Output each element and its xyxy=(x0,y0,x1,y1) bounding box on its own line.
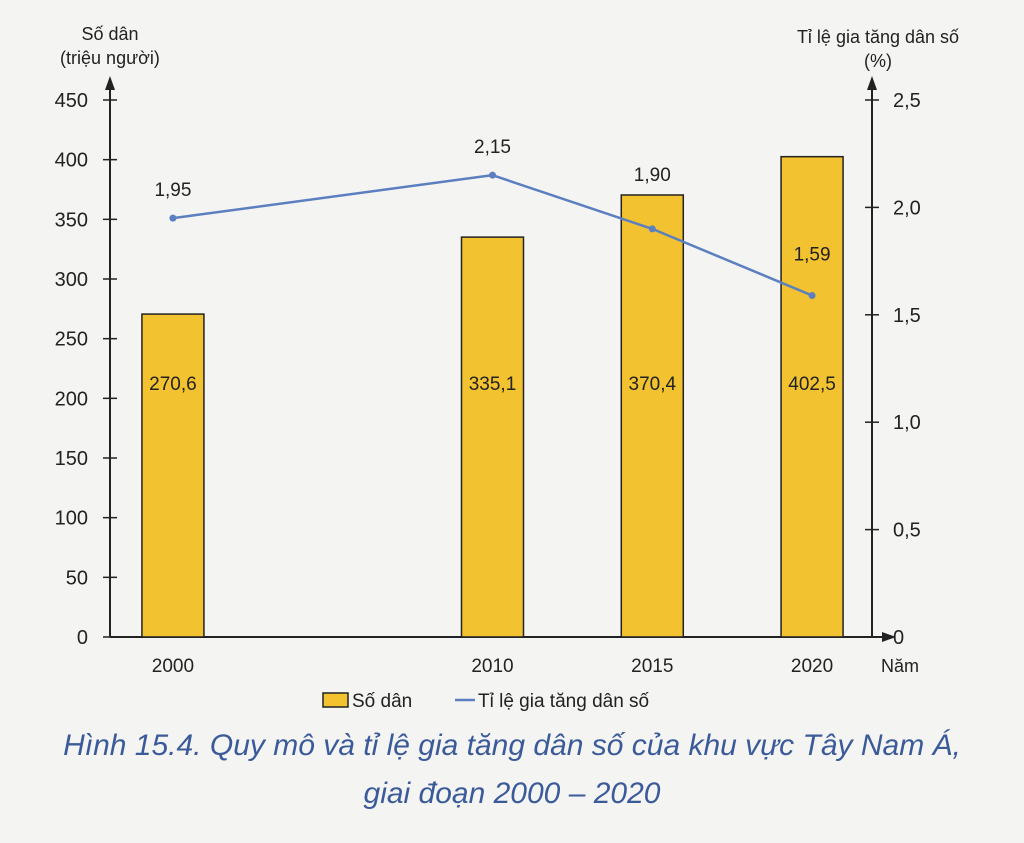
growth-rate-label: 1,95 xyxy=(154,180,191,201)
left-tick-label: 200 xyxy=(55,388,88,410)
growth-rate-point xyxy=(169,214,177,222)
population-bar-label: 335,1 xyxy=(469,374,517,395)
right-tick-label: 1,5 xyxy=(893,305,921,327)
growth-rate-label: 1,90 xyxy=(634,165,671,186)
right-tick-label: 0 xyxy=(893,627,904,649)
caption-line-1: Hình 15.4. Quy mô và tỉ lệ gia tăng dân … xyxy=(63,729,961,762)
x-tick-label: 2000 xyxy=(152,656,194,677)
population-bar xyxy=(141,313,205,638)
x-tick-label: 2010 xyxy=(471,656,513,677)
growth-rate-line xyxy=(172,173,813,297)
x-axis-title: Năm xyxy=(881,656,919,676)
growth-rate-label: 2,15 xyxy=(474,137,511,158)
right-tick-label: 2,5 xyxy=(893,90,921,112)
right-axis-arrow xyxy=(867,76,877,90)
x-tick-label: 2020 xyxy=(791,656,833,677)
left-tick-label: 400 xyxy=(55,150,88,172)
left-tick-label: 450 xyxy=(55,90,88,112)
left-tick-label: 300 xyxy=(55,269,88,291)
x-tick-label: 2015 xyxy=(631,656,673,677)
left-tick-label: 50 xyxy=(66,567,88,589)
left-tick-label: 100 xyxy=(55,508,88,530)
bars: 270,6 335,1 370,4 402,5 xyxy=(141,155,844,638)
legend: Số dân Tỉ lệ gia tăng dân số xyxy=(322,691,650,712)
right-axis-title-line2: (%) xyxy=(864,51,892,71)
left-axis-ticks: 0 50 100 150 200 250 300 350 400 450 xyxy=(55,90,117,649)
population-bar-label: 270,6 xyxy=(149,374,197,395)
population-bar xyxy=(780,155,844,638)
right-axis-title-line1: Tỉ lệ gia tăng dân số xyxy=(797,27,959,47)
caption-line-2: giai đoạn 2000 – 2020 xyxy=(363,777,661,810)
population-chart: Số dân (triệu người) Tỉ lệ gia tăng dân … xyxy=(55,24,959,712)
growth-rate-point xyxy=(808,291,816,299)
left-tick-label: 250 xyxy=(55,329,88,351)
right-axis-ticks: 0 0,5 1,0 1,5 2,0 2,5 xyxy=(865,90,921,649)
left-axis-arrow xyxy=(105,76,115,90)
x-axis-arrow xyxy=(882,632,896,642)
left-axis-title-line2: (triệu người) xyxy=(60,48,160,68)
figure-caption: Hình 15.4. Quy mô và tỉ lệ gia tăng dân … xyxy=(0,722,1024,818)
left-tick-label: 150 xyxy=(55,448,88,470)
right-tick-label: 0,5 xyxy=(893,520,921,542)
population-bar-label: 370,4 xyxy=(629,374,677,395)
left-axis-title-line1: Số dân xyxy=(81,24,138,44)
x-axis-ticks: 2000 2010 2015 2020 xyxy=(152,656,833,677)
population-bar xyxy=(620,194,685,638)
legend-label-growth-rate: Tỉ lệ gia tăng dân số xyxy=(478,691,650,712)
left-tick-label: 0 xyxy=(77,627,88,649)
growth-rate-point xyxy=(648,225,656,233)
growth-rate-point xyxy=(489,171,496,179)
legend-swatch-population xyxy=(322,692,349,708)
left-tick-label: 350 xyxy=(55,209,88,231)
growth-rate-label: 1,59 xyxy=(794,244,831,265)
right-tick-label: 1,0 xyxy=(893,412,921,434)
population-bar xyxy=(460,236,525,638)
population-bar-label: 402,5 xyxy=(788,374,836,395)
right-tick-label: 2,0 xyxy=(893,197,921,219)
legend-label-population: Số dân xyxy=(352,691,412,712)
growth-rate-line-layer: 1,95 2,15 1,90 1,59 xyxy=(154,137,831,299)
